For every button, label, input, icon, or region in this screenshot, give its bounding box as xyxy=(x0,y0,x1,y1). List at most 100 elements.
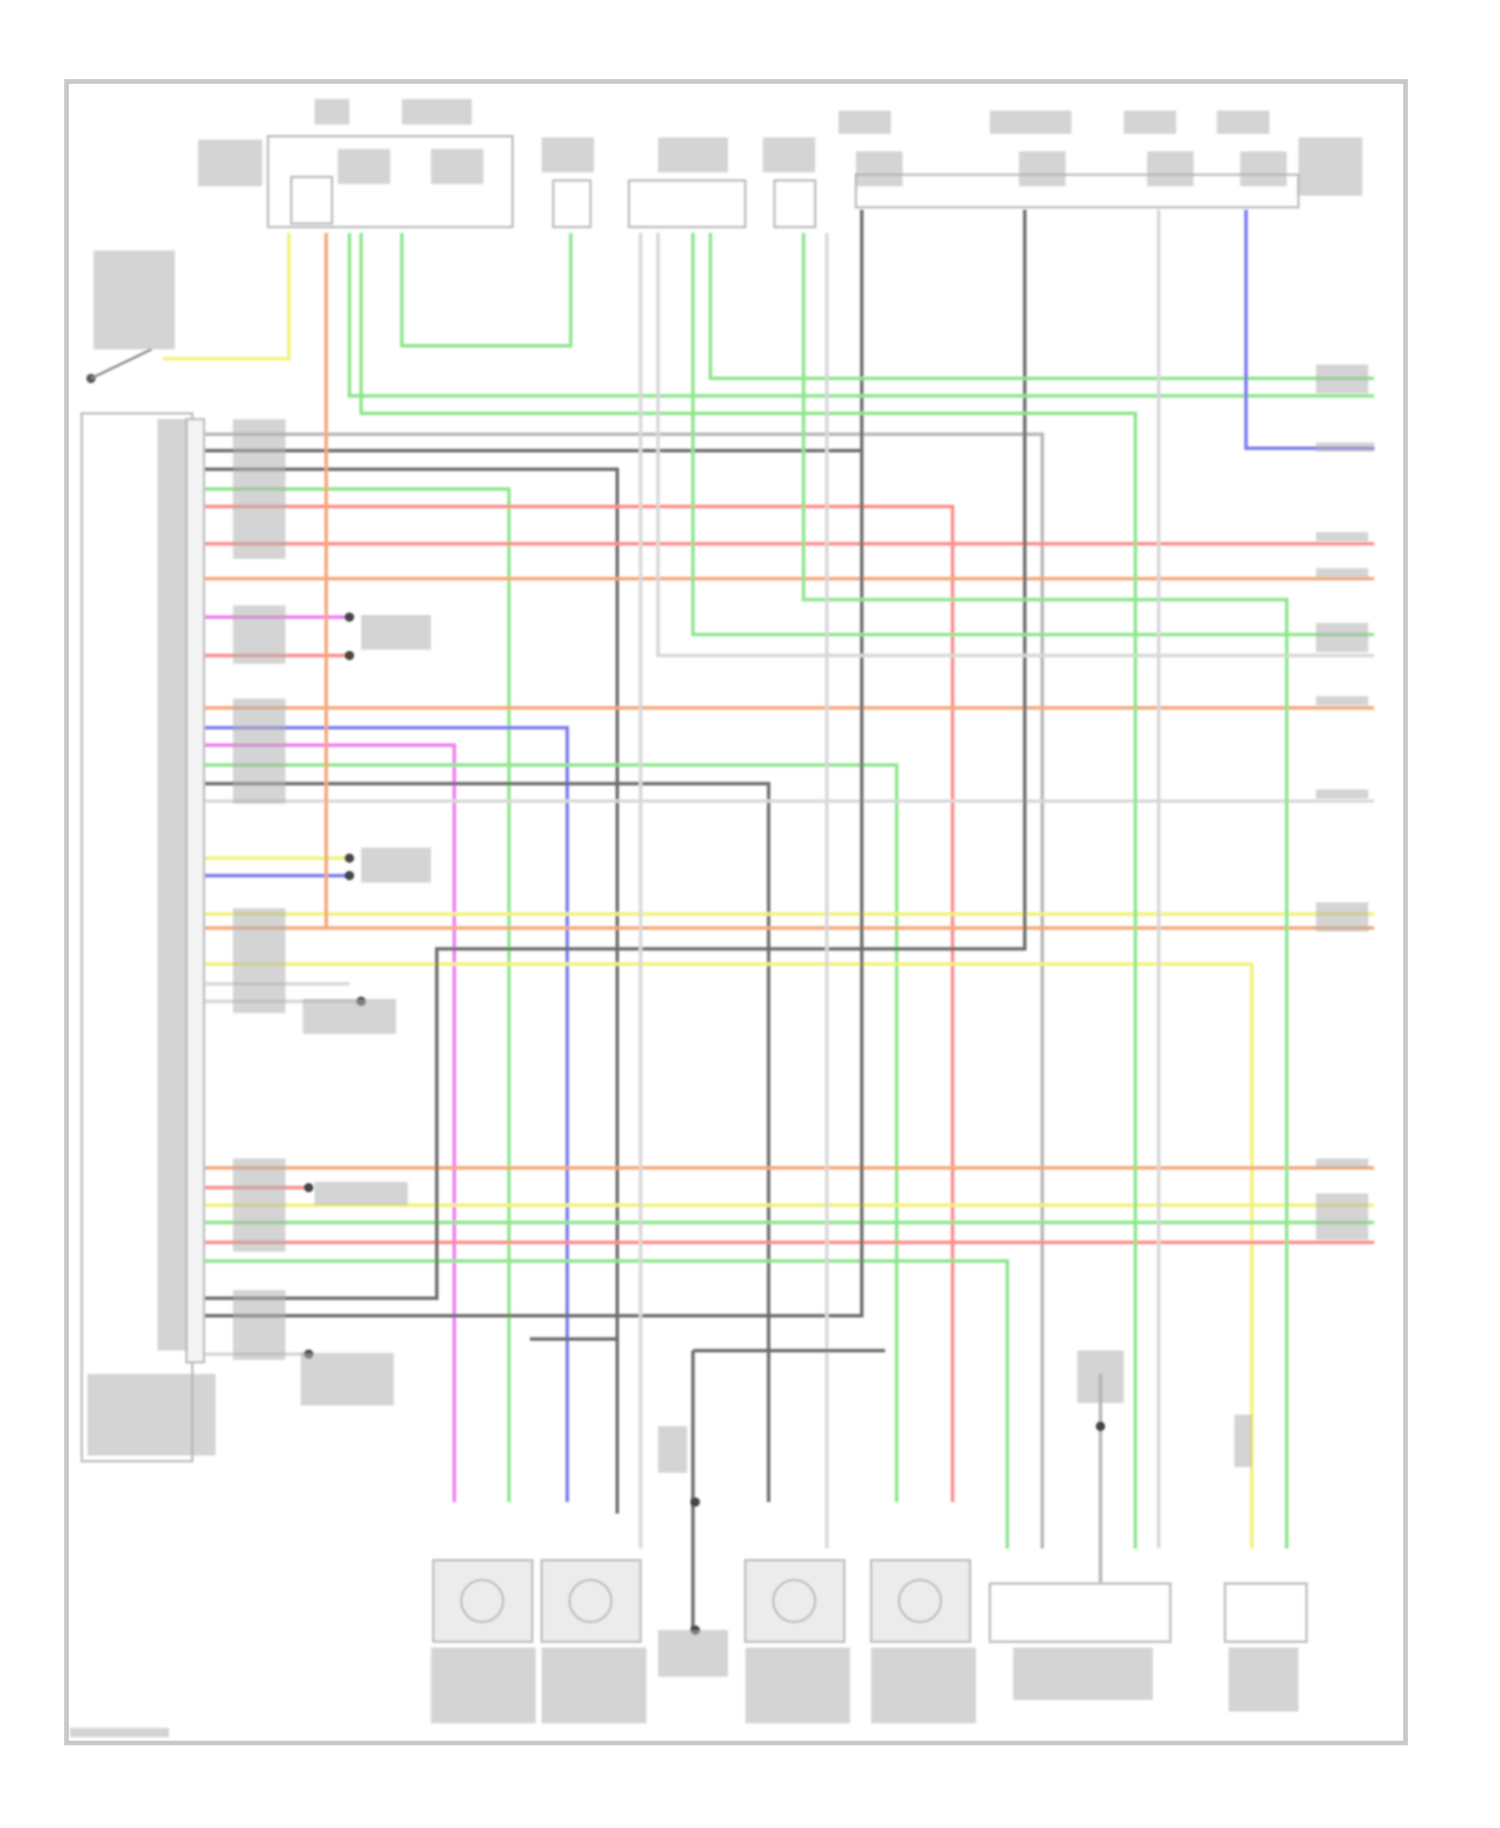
wire-blue-40 xyxy=(1244,209,1375,451)
illegible-label xyxy=(1315,789,1369,799)
fuse-block xyxy=(627,179,747,229)
splice-point-0 xyxy=(344,612,355,622)
illegible-label xyxy=(1228,1647,1299,1712)
illegible-label xyxy=(430,149,484,184)
illegible-label xyxy=(1315,364,1369,394)
splice-point-1 xyxy=(344,650,355,661)
wire-gray-0 xyxy=(203,432,1044,1549)
illegible-label xyxy=(300,1352,394,1406)
wire-magenta-11 xyxy=(203,743,457,1502)
illegible-label xyxy=(745,1647,851,1724)
illegible-label xyxy=(198,139,263,187)
brake-switch-icon xyxy=(90,348,153,380)
left-front-wheel-speed-sensor xyxy=(432,1559,534,1643)
fuse-relay-box xyxy=(854,173,1300,209)
sensor-coil-icon xyxy=(897,1578,943,1624)
splice-point-3 xyxy=(344,870,355,881)
sensor-coil-icon xyxy=(772,1578,817,1624)
illegible-label xyxy=(1315,1158,1369,1168)
illegible-label xyxy=(1240,151,1287,187)
left-rear-wheel-speed-sensor xyxy=(744,1559,846,1643)
wire-green-3 xyxy=(203,487,511,1502)
illegible-label xyxy=(1216,110,1270,134)
illegible-label xyxy=(233,908,286,1013)
illegible-label xyxy=(1315,442,1375,452)
wire-green-34 xyxy=(347,232,1375,398)
illegible-label xyxy=(855,151,903,187)
wire-darkgray-30 xyxy=(203,209,864,1318)
illegible-label xyxy=(838,110,891,134)
wire-green-37 xyxy=(801,232,1289,1549)
illegible-label xyxy=(93,250,175,350)
splice-point-8 xyxy=(690,1497,700,1507)
wire-green-36 xyxy=(359,232,1138,1549)
illegible-label xyxy=(1315,622,1369,653)
wires xyxy=(163,209,1375,1631)
splice-point-5 xyxy=(304,1182,314,1193)
right-front-wheel-speed-sensor xyxy=(540,1559,642,1643)
illegible-label xyxy=(871,1647,976,1724)
wire-green-38 xyxy=(691,232,1375,637)
wire-green-35 xyxy=(708,232,1375,381)
fuse-2 xyxy=(773,179,817,229)
illegible-label xyxy=(989,110,1072,134)
illegible-label xyxy=(1147,151,1194,187)
labels xyxy=(70,98,1375,1738)
illegible-label xyxy=(1077,1350,1124,1404)
wire-green-12 xyxy=(203,763,899,1502)
illegible-label xyxy=(157,419,187,1351)
sensor-connector xyxy=(1223,1582,1308,1643)
wire-lightgray-39 xyxy=(656,232,1375,658)
illegible-label xyxy=(1315,902,1369,932)
illegible-label xyxy=(541,1647,647,1724)
illegible-label xyxy=(1315,1193,1369,1241)
combination-meter-connector xyxy=(988,1582,1172,1643)
illegible-label xyxy=(87,1373,216,1456)
illegible-label xyxy=(1298,137,1363,196)
sensor-coil-icon xyxy=(460,1578,505,1624)
fuse-1 xyxy=(552,179,592,229)
splice-point-7 xyxy=(1095,1421,1106,1431)
sensor-coil-icon xyxy=(568,1578,613,1624)
illegible-label xyxy=(314,1181,408,1206)
illegible-label xyxy=(361,847,431,883)
wire-darkgray-2 xyxy=(203,467,620,1514)
illegible-label xyxy=(361,614,431,650)
illegible-label xyxy=(401,98,472,125)
illegible-label xyxy=(1123,110,1177,134)
illegible-label xyxy=(233,419,286,559)
right-rear-wheel-speed-sensor xyxy=(869,1559,972,1643)
illegible-label xyxy=(1315,568,1369,578)
illegible-label xyxy=(541,137,594,173)
components xyxy=(80,135,1308,1643)
illegible-label xyxy=(233,1290,286,1360)
illegible-label xyxy=(314,98,350,125)
illegible-label xyxy=(302,998,397,1034)
wire-darkgray-13 xyxy=(203,781,771,1502)
wire-yellow-32 xyxy=(163,232,291,361)
illegible-label xyxy=(430,1647,536,1724)
illegible-label xyxy=(233,605,286,664)
diagram-frame xyxy=(64,79,1408,1746)
wire-darkgray-29 xyxy=(203,209,1027,1300)
splice-point-2 xyxy=(344,853,355,863)
illegible-label xyxy=(1234,1414,1252,1468)
wire-yellow-20 xyxy=(203,962,1254,1549)
relay-box xyxy=(266,135,514,229)
illegible-label xyxy=(1018,151,1066,187)
illegible-label xyxy=(658,1426,688,1473)
illegible-label xyxy=(1315,532,1369,542)
illegible-label xyxy=(658,137,728,173)
control-module-connector xyxy=(185,417,206,1364)
illegible-label xyxy=(233,1158,286,1252)
wire-green-28 xyxy=(203,1259,1010,1549)
illegible-label xyxy=(70,1727,169,1738)
illegible-label xyxy=(233,698,286,804)
illegible-label xyxy=(1013,1647,1153,1700)
illegible-label xyxy=(658,1630,728,1677)
relay-coil xyxy=(290,175,334,225)
illegible-label xyxy=(762,137,816,173)
illegible-label xyxy=(1315,696,1369,706)
illegible-label xyxy=(337,149,391,184)
